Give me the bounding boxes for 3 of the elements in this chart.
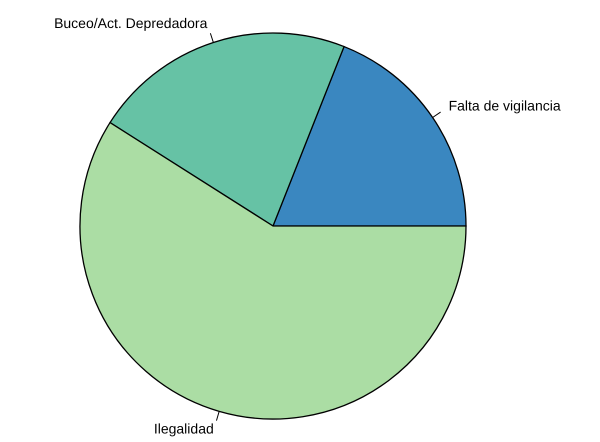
slice-label: Buceo/Act. Depredadora	[54, 14, 208, 31]
slice-label: Falta de vigilancia	[448, 97, 561, 114]
slice-label: Ilegalidad	[154, 420, 214, 437]
